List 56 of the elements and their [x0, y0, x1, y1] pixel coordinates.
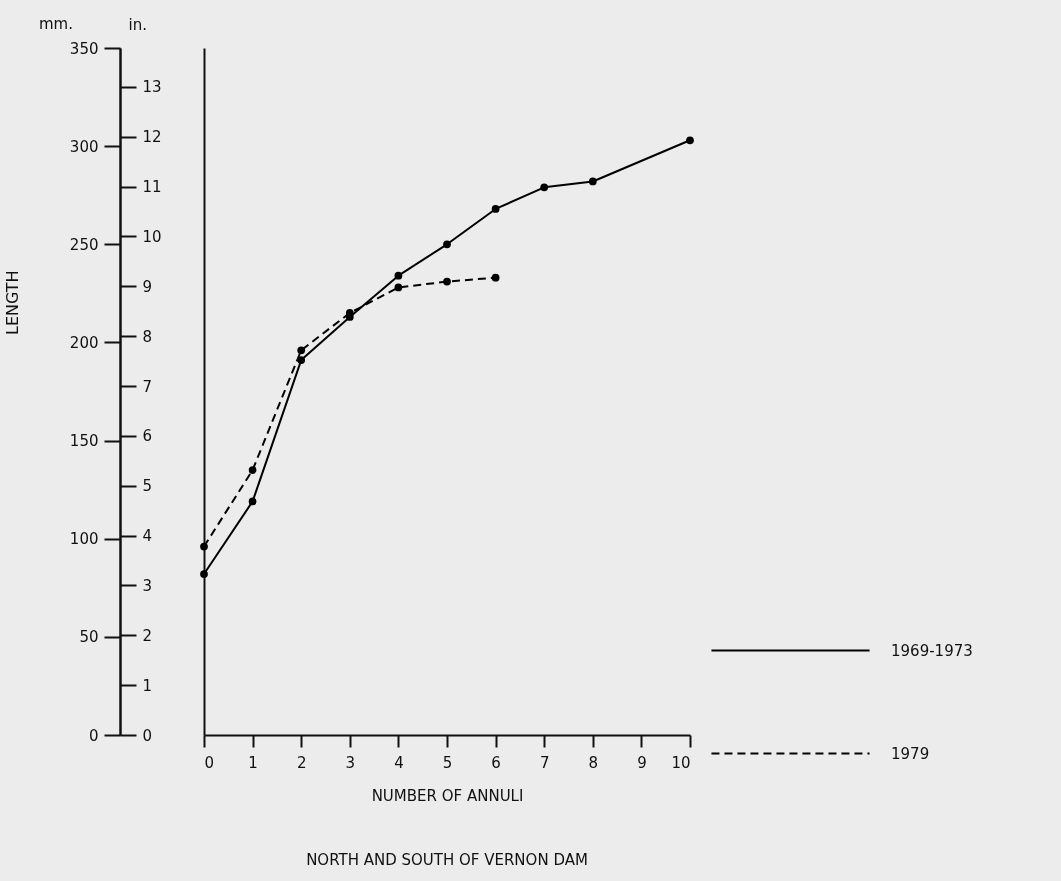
x-tick-label: 9	[637, 753, 647, 772]
text: mm.	[39, 15, 73, 33]
point	[443, 277, 451, 286]
text: NORTH AND SOUTH OF VERNON DAM	[306, 851, 588, 869]
point	[394, 283, 403, 292]
y-tick-label: 100	[69, 530, 99, 549]
point	[540, 183, 549, 192]
x-tick-label: 2	[296, 753, 307, 772]
point	[345, 309, 354, 317]
y2-axis-title: in.	[128, 15, 147, 34]
y2-tick-label: 7	[142, 377, 153, 396]
point	[200, 570, 208, 578]
y2-tick-label: 12	[142, 128, 162, 147]
point	[297, 346, 306, 355]
point	[588, 177, 597, 186]
y2-tick-label: 11	[142, 178, 162, 197]
x-tick-label: 8	[588, 753, 599, 772]
y-tick-label: 200	[69, 333, 99, 352]
point	[491, 273, 500, 282]
y2-tick-label: 10	[142, 227, 162, 246]
y-axis-title: LENGTH	[2, 270, 22, 335]
point	[394, 271, 403, 280]
x-tick-label: 6	[491, 753, 501, 772]
text: 1969-1973	[891, 641, 973, 660]
x-tick-label: 1	[248, 753, 258, 772]
point	[686, 136, 694, 145]
point	[248, 466, 257, 474]
y2-tick-label: 8	[142, 327, 153, 346]
point	[491, 205, 500, 213]
y-tick-label: 300	[69, 137, 99, 156]
point	[297, 356, 306, 364]
y-tick-label: 250	[69, 235, 99, 254]
y-tick-label: 0	[88, 726, 99, 745]
y2-tick-label: 6	[142, 427, 153, 446]
y-tick-label: 350	[69, 39, 99, 58]
point	[443, 240, 451, 249]
point	[200, 542, 208, 551]
y2-tick-label: 5	[142, 477, 153, 496]
y2-tick-label: 13	[142, 78, 162, 97]
x-axis-title: NUMBER OF ANNULI	[371, 786, 524, 805]
x-tick-label: 4	[394, 753, 404, 772]
x-tick-label: 10	[671, 753, 691, 772]
x-tick-label: 0	[204, 753, 215, 772]
y2-tick-label: 1	[142, 676, 153, 695]
y-tick-label: 150	[69, 432, 99, 451]
y2-tick-label: 4	[142, 527, 153, 546]
x-tick-label: 3	[345, 753, 356, 772]
y2-tick-label: 9	[142, 277, 153, 296]
y2-tick-label: 0	[142, 726, 153, 745]
y-tick-label: 50	[79, 628, 99, 647]
x-tick-label: 5	[442, 753, 453, 772]
x-tick-label: 7	[539, 753, 550, 772]
y2-tick-label: 2	[142, 626, 153, 645]
y2-tick-label: 3	[142, 576, 153, 595]
point	[248, 497, 257, 506]
text: 1979	[891, 744, 930, 763]
